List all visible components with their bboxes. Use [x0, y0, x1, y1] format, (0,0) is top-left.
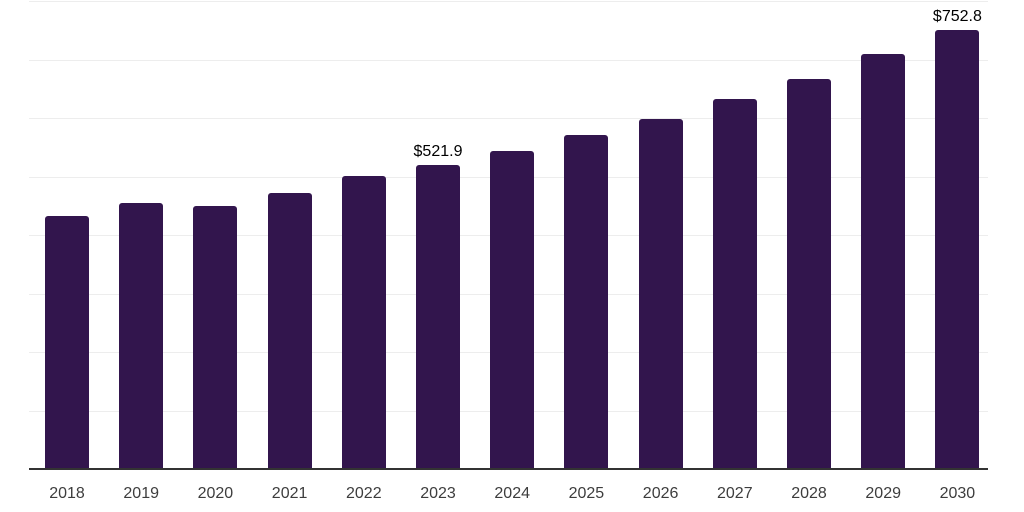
data-label-2023: $521.9	[413, 142, 463, 160]
gridline-700	[29, 59, 988, 61]
plot-area: $521.9 $752.8	[29, 1, 988, 470]
bar-2029	[861, 54, 906, 470]
x-tick-label-2022: 2022	[346, 485, 382, 502]
x-tick-label-2028: 2028	[791, 485, 827, 502]
x-axis-line	[29, 468, 988, 470]
bar-2021	[267, 192, 312, 470]
x-tick-label-2019: 2019	[123, 485, 159, 502]
x-tick-label-2026: 2026	[642, 485, 679, 502]
bar-2022	[341, 176, 386, 470]
bar-2026	[638, 119, 683, 470]
bar-2020	[193, 205, 238, 470]
bar-2024	[490, 151, 535, 470]
x-tick-label-2029: 2029	[865, 485, 901, 502]
bar-2030	[935, 29, 980, 470]
bar-2028	[787, 78, 831, 470]
x-tick-label-2018: 2018	[49, 485, 85, 502]
x-tick-label-2020: 2020	[197, 485, 234, 502]
bar-2025	[564, 135, 609, 470]
x-tick-label-2021: 2021	[271, 485, 308, 502]
gridline-800	[29, 1, 988, 2]
x-tick-label-2030: 2030	[939, 485, 976, 502]
gridline-600	[29, 118, 988, 119]
data-label-2030: $752.8	[932, 7, 982, 25]
x-tick-label-2025: 2025	[568, 485, 605, 502]
bar-2019	[119, 202, 164, 470]
x-tick-label-2023: 2023	[420, 485, 456, 502]
bar-2018	[45, 215, 89, 470]
bar-2023	[416, 164, 460, 470]
x-tick-label-2024: 2024	[494, 485, 530, 502]
x-tick-label-2027: 2027	[717, 485, 753, 502]
bar-2027	[712, 99, 757, 470]
